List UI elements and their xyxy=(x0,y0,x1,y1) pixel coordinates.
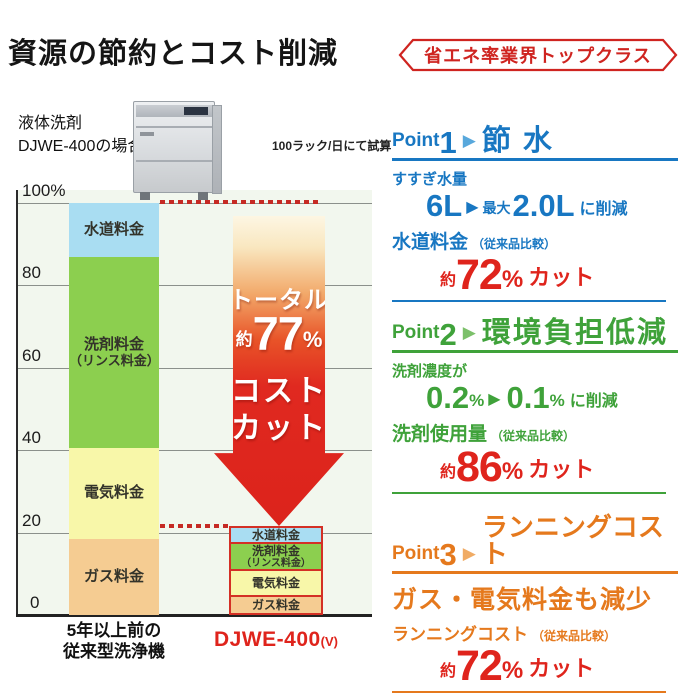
y-tick-label: 20 xyxy=(22,511,41,530)
bar-segment: 洗剤料金 （リンス料金） xyxy=(231,541,321,570)
bar-segment: 水道料金 xyxy=(231,528,321,542)
bar-segment-label: ガス料金 xyxy=(83,567,144,585)
point3-title: ランニングコスト xyxy=(481,512,664,570)
bar-segment-label: 洗剤料金 xyxy=(251,543,300,558)
bar-segment: 電気料金 xyxy=(231,569,321,596)
point-word: Point xyxy=(392,542,440,564)
y-tick-label: 40 xyxy=(22,428,41,447)
point1-heading-rule xyxy=(392,158,678,162)
point1-heading: Point 1 ▶ 節 水 xyxy=(392,124,678,160)
point2-subtext: 洗剤濃度が xyxy=(392,363,468,381)
bar-segment-label: 水道料金 xyxy=(83,220,144,238)
bar-segment-label: 水道料金 xyxy=(251,528,300,542)
dishwasher-image xyxy=(133,101,222,200)
arrow-percent-value: 77 xyxy=(252,307,304,360)
dishwasher-side-panel xyxy=(212,105,222,194)
gridline-40 xyxy=(16,450,372,451)
cost-cut-arrow: トータル 約 77 % コスト カット xyxy=(214,216,344,526)
point1-change-row: 6L ▶ 最大 2.0L に削減 xyxy=(426,188,628,224)
point1-end-rule xyxy=(392,300,666,303)
dishwasher-control-panel xyxy=(136,105,212,117)
point-number: 2 xyxy=(439,316,457,352)
arrow-percent-sign: % xyxy=(302,327,323,352)
condition-note: 液体洗剤 DJWE-400の場合 xyxy=(18,112,143,158)
dishwasher-leg-right xyxy=(198,192,208,200)
dishwasher-lower-seam xyxy=(136,160,212,162)
arrow-label-total: トータル xyxy=(229,287,329,314)
stacked-bar-conventional: 水道料金洗剤料金 （リンス料金） 電気料金ガス料金 xyxy=(69,203,159,615)
x-axis-line xyxy=(16,614,372,617)
badge-hexagon-outline xyxy=(398,38,678,72)
point2-section: Point 2 ▶ 環境負担低減 洗剤濃度が 0.2% ▶ 0.1% に削減 洗… xyxy=(392,316,678,495)
dishwasher-leg-left xyxy=(140,192,150,200)
triangle-icon: ▶ xyxy=(462,543,476,563)
point3-metric: ランニングコスト （従来品比較） xyxy=(392,624,617,644)
dotted-line-20pct xyxy=(160,524,232,528)
bar-segment-label: 電気料金 xyxy=(83,484,144,502)
dishwasher-display-screen xyxy=(184,107,208,115)
point3-section: Point 3 ▶ ランニングコスト ガス・電気料金も減少 ランニングコスト （従… xyxy=(392,512,678,693)
point-word: Point xyxy=(392,322,440,344)
bar-segment: ガス料金 xyxy=(69,538,159,615)
page-title: 資源の節約とコスト削減 xyxy=(8,38,339,70)
bar-segment-label: 洗剤料金 xyxy=(83,336,144,354)
gridline-80 xyxy=(16,285,372,286)
point1-title: 節 水 xyxy=(481,125,554,157)
point2-title: 環境負担低減 xyxy=(481,317,668,349)
arrow-label-cut: カット xyxy=(231,412,327,445)
point2-metric: 洗剤使用量 （従来品比較） xyxy=(392,424,576,446)
arrow-approx: 約 xyxy=(235,330,253,349)
point1-metric: 水道料金 （従来品比較） xyxy=(392,232,557,254)
bar-segment: ガス料金 xyxy=(231,595,321,614)
y-tick-label: 80 xyxy=(22,263,41,282)
point1-section: Point 1 ▶ 節 水 すすぎ水量 6L ▶ 最大 2.0L に削減 水道料… xyxy=(392,124,678,303)
point3-heading: Point 3 ▶ ランニングコスト xyxy=(392,512,678,572)
y-tick-label: 60 xyxy=(22,346,41,365)
dotted-line-100pct xyxy=(160,200,322,204)
y-tick-label: 100% xyxy=(22,181,66,200)
y-tick-label: 0 xyxy=(30,593,40,612)
bar-segment-label: ガス料金 xyxy=(251,597,300,612)
bar-segment: 水道料金 xyxy=(69,203,159,257)
bar-segment: 電気料金 xyxy=(69,448,159,539)
point3-heading-rule xyxy=(392,570,678,574)
point-number: 3 xyxy=(439,536,457,572)
badge-label: 省エネ率業界トップクラス xyxy=(424,46,652,66)
triangle-icon: ▶ xyxy=(488,391,501,409)
point1-cut-row: 約 72 % カット xyxy=(440,251,595,300)
condition-note-line1: 液体洗剤 xyxy=(18,115,83,132)
y-axis-line xyxy=(16,190,18,616)
category-label-djwe400: DJWE-400(V) xyxy=(213,628,339,651)
bar-segment-label: 電気料金 xyxy=(251,576,300,591)
estimate-note: 100ラック/日にて試算 xyxy=(272,139,392,153)
arrow-label-cost: コスト xyxy=(231,375,327,408)
energy-saving-badge: 省エネ率業界トップクラス xyxy=(398,38,678,72)
triangle-icon: ▶ xyxy=(462,131,476,151)
point3-cut-row: 約 72 % カット xyxy=(440,641,595,690)
bar-segment-label: （リンス料金） xyxy=(241,558,311,570)
bar-segment: 洗剤料金 （リンス料金） xyxy=(69,256,159,449)
gridline-60 xyxy=(16,368,372,369)
point-word: Point xyxy=(392,130,440,152)
point2-heading: Point 2 ▶ 環境負担低減 xyxy=(392,316,678,352)
point2-end-rule xyxy=(392,492,666,495)
point1-subtext: すすぎ水量 xyxy=(392,171,468,189)
triangle-icon: ▶ xyxy=(462,323,476,343)
condition-note-line2: DJWE-400の場合 xyxy=(18,138,144,156)
arrow-percent-row: 約 77 % xyxy=(214,310,344,357)
bar-segment-label: （リンス料金） xyxy=(69,353,159,369)
point2-heading-rule xyxy=(392,350,678,354)
category-label-conventional: 5年以上前の 従来型洗浄機 xyxy=(63,621,165,662)
point3-end-rule xyxy=(392,690,666,693)
point2-change-row: 0.2% ▶ 0.1% に削減 xyxy=(426,380,618,416)
dishwasher-logo-mark xyxy=(140,132,154,136)
triangle-icon: ▶ xyxy=(466,199,479,217)
stacked-bar-djwe400: 水道料金 洗剤料金 （リンス料金） 電気料金ガス料金 xyxy=(229,526,323,615)
gridline-20 xyxy=(16,533,372,534)
dishwasher-door-seam xyxy=(136,126,212,128)
point3-headline: ガス・電気料金も減少 xyxy=(392,585,653,614)
point-number: 1 xyxy=(439,124,457,160)
point2-cut-row: 約 86 % カット xyxy=(440,443,595,492)
